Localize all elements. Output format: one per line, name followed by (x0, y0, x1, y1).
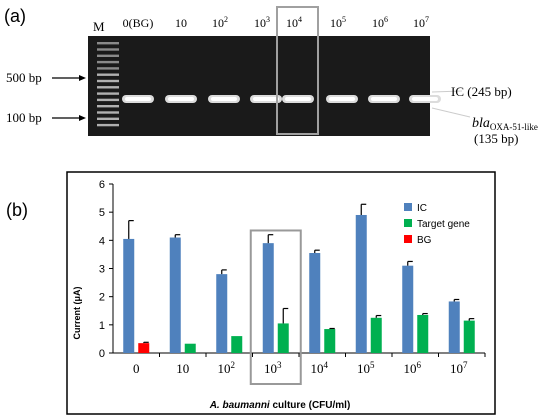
ladder-band (97, 73, 119, 76)
bar-target-gene (463, 320, 475, 353)
gel-electrophoresis-panel: 0(BG) 10 102 103 104 105 106 107 M 500 bp 100 b… (6, 6, 538, 146)
y-tick-label: 2 (99, 292, 105, 304)
dna-ladder (97, 42, 119, 127)
ladder-band (97, 54, 119, 57)
chart-frame (66, 171, 496, 415)
bar-target-gene (324, 329, 336, 353)
bp-100-label: 100 bp (6, 110, 42, 125)
gel-image (88, 36, 430, 136)
legend-swatch (404, 203, 412, 211)
gel-band (326, 95, 358, 103)
highlight-box-category (249, 229, 302, 385)
bar-ic (262, 243, 274, 353)
legend-label: IC (417, 203, 427, 214)
bar-target-gene (184, 343, 196, 353)
gel-band (122, 95, 154, 103)
y-tick-label: 5 (99, 207, 105, 219)
lane-label: 104 (286, 15, 302, 30)
bar-ic (355, 214, 367, 353)
bar-target-gene (231, 336, 243, 353)
bar-target-gene (277, 323, 289, 353)
bar-bg (138, 343, 150, 353)
ladder-band (97, 79, 119, 83)
ladder-band (97, 60, 119, 64)
highlight-box-lane (276, 6, 319, 135)
gel-band (282, 95, 314, 103)
legend-swatch (404, 219, 412, 227)
bar-target-gene (417, 314, 429, 353)
target-band-label: blaOXA-51-like (472, 116, 538, 132)
gel-band (250, 95, 282, 103)
target-band-bp: (135 bp) (474, 131, 518, 146)
ladder-band (97, 86, 119, 89)
gel-band (165, 95, 197, 103)
y-tick-label: 3 (99, 264, 105, 276)
ladder-band (97, 98, 119, 102)
lane-labels: 0(BG) 10 102 103 104 105 106 107 (123, 15, 429, 30)
panel-a-label: (a) (4, 6, 26, 26)
ladder-band (97, 42, 119, 45)
ladder-band (97, 117, 119, 120)
marker-label: M (93, 19, 105, 34)
bar-target-gene (370, 317, 382, 353)
ladder-band (97, 123, 119, 127)
ladder-band (97, 105, 119, 108)
ladder-band (97, 48, 119, 51)
ladder-band (97, 111, 119, 114)
gel-bands (122, 95, 441, 103)
gel-band (409, 95, 441, 103)
y-tick-label: 6 (99, 179, 105, 191)
y-tick-label: 0 (99, 348, 105, 360)
gel-band (208, 95, 240, 103)
lane-label: 102 (212, 15, 228, 30)
legend-swatch (404, 235, 412, 243)
lane-label: 107 (413, 15, 429, 30)
ladder-band (97, 67, 119, 70)
x-tick-label: 0 (133, 361, 140, 376)
x-tick-label: 10 (176, 361, 189, 376)
lane-label: 103 (254, 15, 270, 30)
ladder-band (97, 92, 119, 95)
legend-label: Target gene (417, 219, 470, 230)
lane-label: 106 (372, 15, 388, 30)
x-axis-label: A. baumanni culture (CFU/ml) (209, 400, 351, 411)
y-tick-label: 4 (99, 235, 105, 247)
gel-band (368, 95, 400, 103)
ic-band-label: IC (245 bp) (451, 84, 512, 99)
panel-b-label: (b) (6, 200, 28, 220)
lane-label: 0(BG) (123, 16, 154, 30)
bp-500-label: 500 bp (6, 70, 42, 85)
legend-label: BG (417, 235, 432, 246)
bar-ic (448, 301, 460, 353)
bar-ic (216, 274, 228, 353)
bar-ic (123, 238, 135, 353)
y-axis-label: Current (μA) (72, 286, 82, 339)
y-tick-label: 1 (99, 320, 105, 332)
lane-label: 105 (330, 15, 346, 30)
bar-ic (169, 237, 181, 353)
bar-ic (309, 253, 321, 353)
bar-ic (402, 265, 414, 353)
lane-label: 10 (175, 16, 187, 30)
